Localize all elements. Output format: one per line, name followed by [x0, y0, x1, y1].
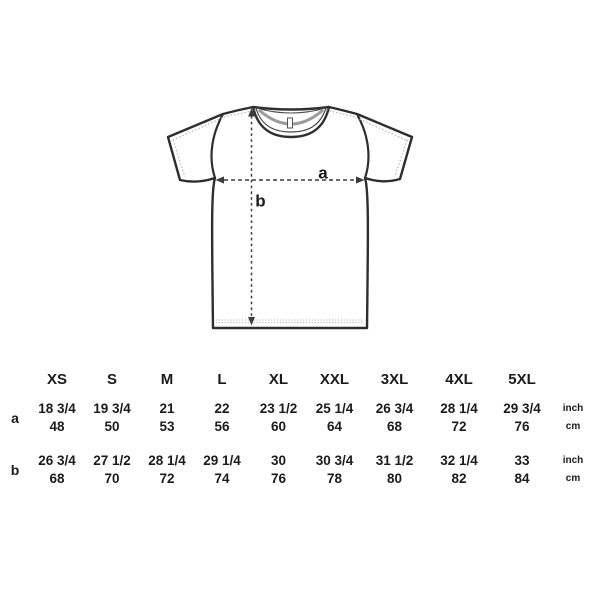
left-armhole-seam [210, 113, 224, 179]
cm-value: 53 [159, 419, 175, 434]
value-cell: 30 3/4 78 [307, 452, 362, 488]
value-cell: 19 3/4 50 [84, 400, 140, 436]
cm-value: 68 [49, 471, 65, 486]
unit-cm-label: cm [565, 421, 581, 432]
value-cell: 29 1/4 74 [194, 452, 250, 488]
value-cell: 27 1/2 70 [84, 452, 140, 488]
unit-cell: inch cm [553, 400, 593, 436]
measure-a-arrow-right [356, 176, 365, 184]
measure-a-arrow-left [215, 176, 224, 184]
cm-value: 50 [104, 419, 120, 434]
measure-b-arrow-bottom [248, 317, 255, 326]
size-header: 3XL [380, 371, 409, 388]
inch-value: 30 3/4 [315, 453, 354, 468]
value-cell: 26 3/4 68 [362, 400, 427, 436]
inch-value: 27 1/2 [93, 453, 131, 468]
size-header: XS [46, 371, 67, 388]
size-table-header-row: XS S M L XL XXL 3XL 4XL 5XL [0, 370, 600, 390]
neck-label-tag [287, 117, 293, 129]
size-header: 4XL [445, 371, 473, 388]
header-spacer [0, 370, 30, 390]
inch-value: 19 3/4 [93, 401, 131, 416]
value-cell: 18 3/4 48 [30, 400, 84, 436]
inch-value: 29 3/4 [503, 401, 541, 416]
value-cell: 22 56 [194, 400, 250, 436]
inch-value: 28 1/4 [440, 401, 478, 416]
inch-value: 26 3/4 [375, 401, 414, 416]
left-sleeve-hem-stitch [172, 139, 186, 178]
collar-front-scoop [251, 106, 331, 139]
value-cell: 28 1/4 72 [427, 400, 491, 436]
left-shoulder-stitch [170, 109, 257, 142]
cm-value: 84 [514, 471, 530, 486]
cm-value: 56 [214, 419, 230, 434]
value-cell: 23 1/2 60 [250, 400, 307, 436]
tshirt-outline [166, 105, 414, 330]
cm-value: 78 [326, 471, 343, 486]
unit-cm-label: cm [565, 473, 581, 484]
unit-inch-label: inch [562, 455, 584, 466]
cm-value: 64 [326, 419, 343, 434]
inch-value: 26 3/4 [38, 453, 76, 468]
cm-value: 72 [159, 471, 175, 486]
cm-value: 72 [451, 419, 467, 434]
inch-value: 18 3/4 [38, 401, 76, 416]
inch-value: 21 [159, 401, 175, 416]
inch-value: 32 1/4 [440, 453, 478, 468]
size-header: S [106, 371, 117, 388]
cm-value: 70 [104, 471, 120, 486]
value-cell: 21 53 [140, 400, 194, 436]
inch-value: 29 1/4 [203, 453, 241, 468]
right-sleeve-hem-stitch [394, 139, 408, 177]
inch-value: 28 1/4 [148, 453, 186, 468]
cm-value: 76 [270, 471, 287, 486]
row-label-b: b [10, 462, 20, 478]
inch-value: 33 [514, 453, 530, 468]
inch-value: 30 [270, 453, 287, 468]
inch-value: 23 1/2 [259, 401, 298, 416]
inch-value: 25 1/4 [315, 401, 354, 416]
inch-value: 22 [214, 401, 230, 416]
size-header: M [160, 371, 174, 388]
collar-back-band-line [255, 107, 327, 114]
value-cell: 32 1/4 82 [427, 452, 491, 488]
collar-band-inner-edge [255, 107, 327, 133]
header-unit-spacer [553, 370, 593, 390]
size-header: 5XL [508, 371, 536, 388]
value-cell: 25 1/4 64 [307, 400, 362, 436]
size-header: L [217, 371, 227, 388]
cm-value: 82 [451, 471, 467, 486]
value-cell: 33 84 [491, 452, 553, 488]
value-cell: 30 76 [250, 452, 307, 488]
measure-a-label: a [318, 164, 328, 183]
size-header: XL [268, 371, 289, 388]
tshirt-measurement-diagram: a b [166, 105, 414, 330]
measure-b-arrow-top [248, 108, 255, 117]
unit-cell: inch cm [553, 452, 593, 488]
value-cell: 28 1/4 72 [140, 452, 194, 488]
inch-value: 31 1/2 [375, 453, 414, 468]
value-cell: 26 3/4 68 [30, 452, 84, 488]
measure-b-label: b [255, 192, 265, 211]
size-table: XS S M L XL XXL 3XL 4XL 5XL a 18 3/4 48 … [0, 370, 600, 488]
table-row-a: a 18 3/4 48 19 3/4 50 21 53 22 56 23 1/2… [0, 400, 600, 436]
cm-value: 60 [270, 419, 287, 434]
cm-value: 68 [386, 419, 403, 434]
cm-value: 76 [514, 419, 530, 434]
size-header: XXL [319, 371, 350, 388]
value-cell: 31 1/2 80 [362, 452, 427, 488]
cm-value: 80 [386, 471, 403, 486]
cm-value: 74 [214, 471, 230, 486]
unit-inch-label: inch [562, 403, 584, 414]
value-cell: 29 3/4 76 [491, 400, 553, 436]
cm-value: 48 [49, 419, 65, 434]
row-label-a: a [11, 410, 19, 426]
table-row-b: b 26 3/4 68 27 1/2 70 28 1/4 72 29 1/4 7… [0, 452, 600, 488]
